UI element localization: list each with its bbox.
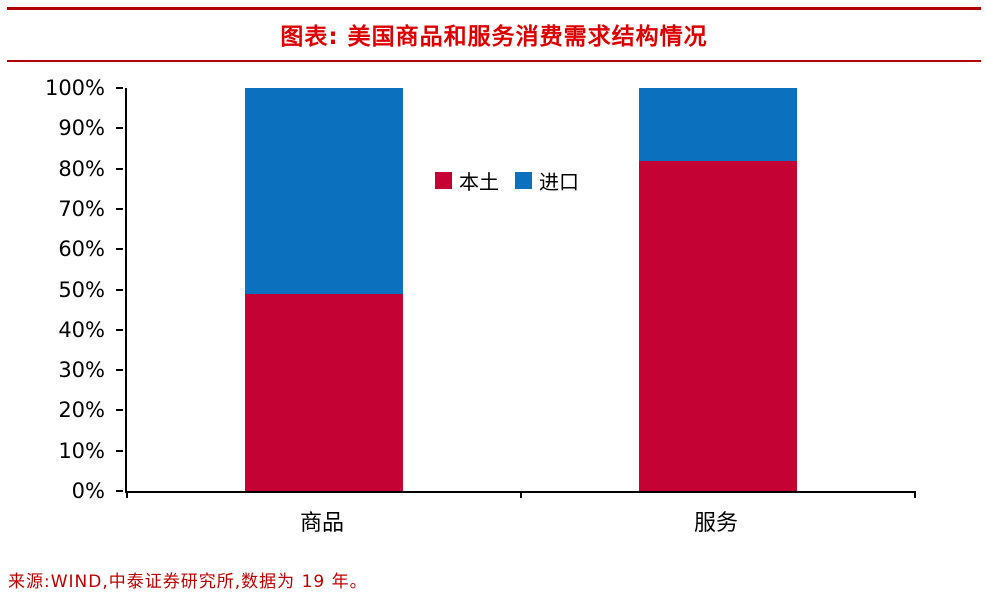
- x-tick-mark: [126, 491, 128, 498]
- bar-segment-进口-服务: [639, 88, 797, 161]
- legend: 本土 进口: [435, 166, 579, 195]
- bar-segment-本土-商品: [245, 293, 403, 491]
- legend-label-import: 进口: [539, 170, 579, 194]
- source-note: 来源:WIND,中泰证券研究所,数据为 19 年。: [8, 572, 368, 592]
- legend-swatch-domestic: [435, 172, 452, 189]
- y-tick-mark: [116, 490, 123, 492]
- y-tick-label: 10%: [58, 438, 105, 463]
- y-tick-label: 80%: [58, 156, 105, 181]
- x-tick-mark: [914, 491, 916, 498]
- y-tick-label: 30%: [58, 358, 105, 383]
- x-category-label: 商品: [299, 511, 345, 536]
- y-tick-label: 0%: [71, 479, 105, 503]
- y-tick-label: 60%: [58, 237, 105, 262]
- bar-segment-进口-商品: [245, 88, 403, 294]
- y-tick-mark: [116, 369, 123, 372]
- y-tick-label: 70%: [58, 196, 105, 221]
- y-tick-label: 90%: [58, 116, 105, 141]
- y-tick-mark: [116, 207, 123, 210]
- y-tick-label: 40%: [58, 317, 105, 342]
- y-tick-mark: [116, 288, 123, 291]
- y-tick-mark: [116, 248, 123, 251]
- y-tick-label: 50%: [58, 277, 105, 302]
- y-tick-label: 20%: [58, 398, 105, 423]
- chart-title: 图表: 美国商品和服务消费需求结构情况: [280, 24, 708, 50]
- legend-item-import: 进口: [515, 166, 579, 195]
- bar-segment-本土-服务: [639, 160, 797, 491]
- y-tick-mark: [116, 167, 123, 170]
- y-tick-label: 100%: [44, 76, 105, 100]
- y-axis-labels: 0% 10% 20% 30% 40% 50% 60% 70% 80% 90% 100%: [0, 76, 125, 503]
- y-tick-mark: [116, 87, 123, 89]
- y-tick-mark: [116, 449, 123, 452]
- y-tick-mark: [116, 409, 123, 412]
- legend-swatch-import: [515, 172, 532, 189]
- chart-area: 本土 进口 0% 10% 20% 30% 40% 50% 60% 70% 80% 90% 100% …: [0, 62, 988, 540]
- y-tick-mark: [116, 328, 123, 331]
- x-category-label: 服务: [693, 511, 739, 536]
- x-tick-mark: [520, 491, 522, 498]
- plot-area: 本土 进口: [125, 88, 916, 498]
- legend-item-domestic: 本土: [435, 166, 499, 195]
- x-axis-labels: 商品 服务: [0, 505, 988, 537]
- chart-header: 图表: 美国商品和服务消费需求结构情况: [7, 7, 981, 62]
- legend-label-domestic: 本土: [459, 170, 499, 194]
- y-tick-mark: [116, 127, 123, 130]
